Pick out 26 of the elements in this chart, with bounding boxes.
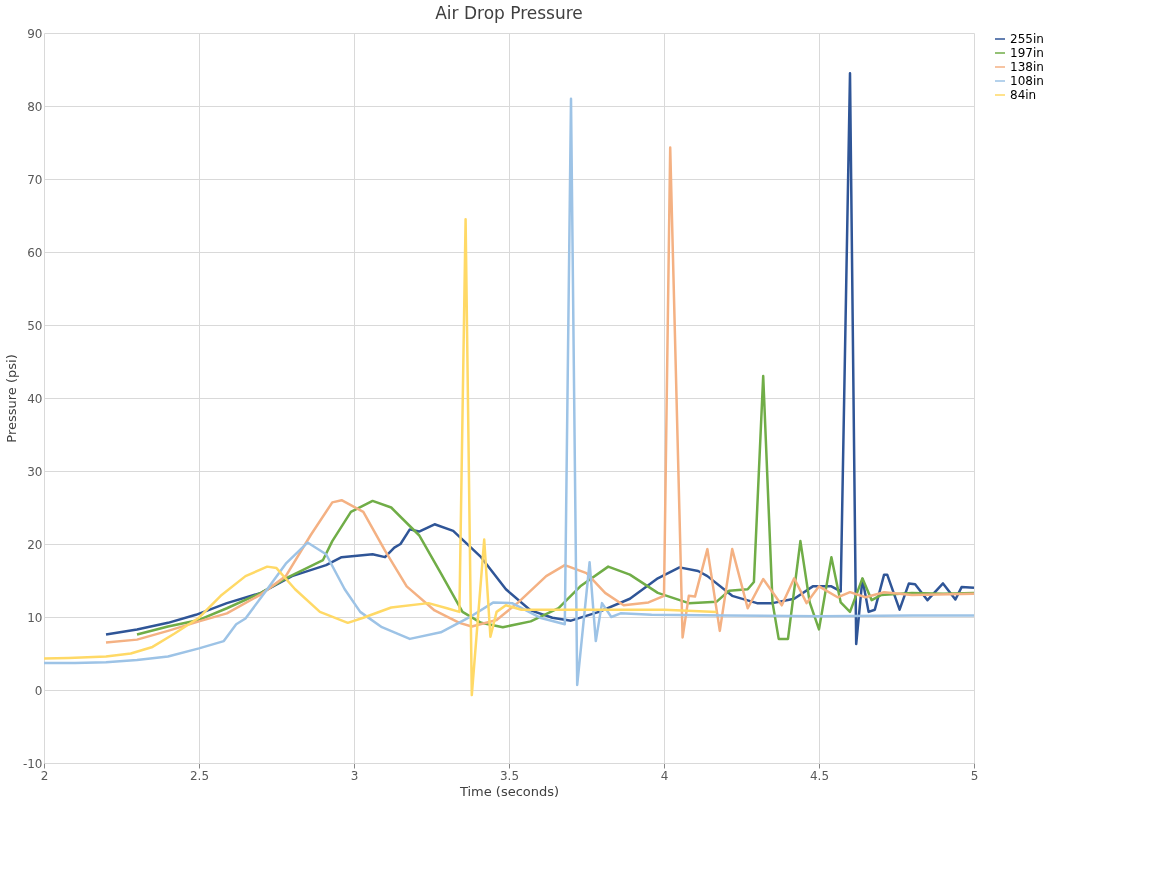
- legend-label: 108in: [1010, 74, 1044, 88]
- legend-label: 84in: [1010, 88, 1037, 102]
- legend-label: 138in: [1010, 60, 1044, 74]
- x-tick-label: 5: [970, 768, 979, 783]
- y-tick-label: 90: [27, 26, 43, 41]
- chart-title: Air Drop Pressure: [435, 3, 583, 23]
- y-axis-title: Pressure (psi): [3, 354, 19, 443]
- y-tick-label: 30: [27, 464, 43, 479]
- x-tick-label: 3: [350, 768, 359, 783]
- y-tick-label: -10: [22, 756, 43, 771]
- y-tick-label: 80: [27, 99, 43, 114]
- x-tick-label: 4.5: [809, 768, 830, 783]
- y-tick-label: 10: [27, 610, 43, 625]
- y-tick-label: 20: [27, 537, 43, 552]
- y-tick-label: 60: [27, 245, 43, 260]
- x-axis-title: Time (seconds): [458, 783, 560, 799]
- y-tick-label: 70: [27, 172, 43, 187]
- x-tick-label: 2.5: [189, 768, 210, 783]
- x-tick-label: 4: [660, 768, 669, 783]
- x-tick-label: 3.5: [499, 768, 520, 783]
- y-tick-label: 40: [27, 391, 43, 406]
- y-tick-label: 50: [27, 318, 43, 333]
- legend-label: 197in: [1010, 46, 1044, 60]
- legend-label: 255in: [1010, 32, 1044, 46]
- y-tick-label: 0: [34, 683, 43, 698]
- x-tick-label: 2: [40, 768, 49, 783]
